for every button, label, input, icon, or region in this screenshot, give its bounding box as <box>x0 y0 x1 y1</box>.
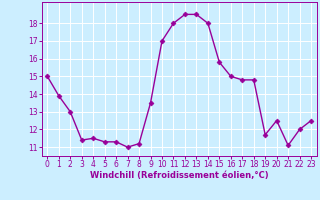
X-axis label: Windchill (Refroidissement éolien,°C): Windchill (Refroidissement éolien,°C) <box>90 171 268 180</box>
